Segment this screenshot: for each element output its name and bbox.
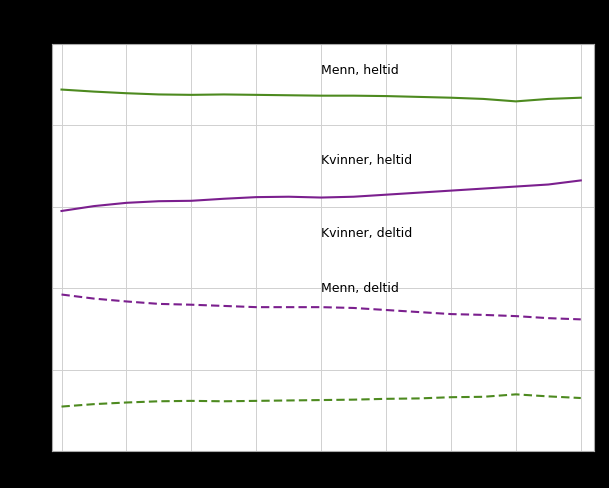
Text: Menn, heltid: Menn, heltid <box>321 64 399 77</box>
Text: Kvinner, deltid: Kvinner, deltid <box>321 227 412 240</box>
Text: Menn, deltid: Menn, deltid <box>321 282 399 295</box>
Text: Kvinner, heltid: Kvinner, heltid <box>321 154 412 166</box>
